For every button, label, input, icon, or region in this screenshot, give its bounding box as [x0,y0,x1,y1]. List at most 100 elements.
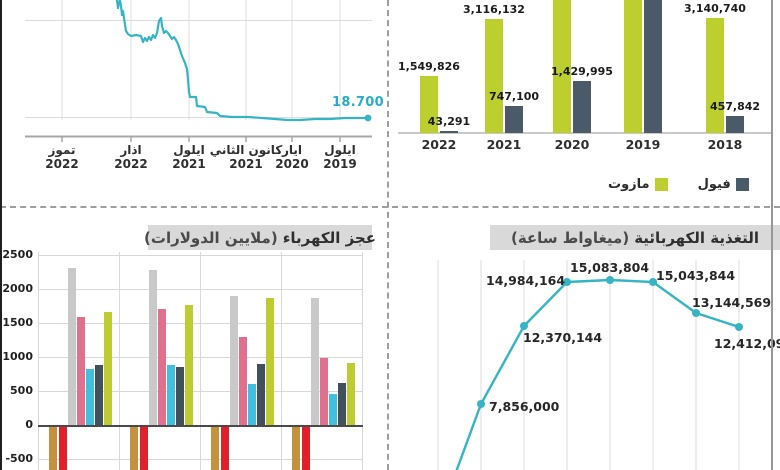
bar-negative-truncated [221,426,229,470]
bar-fuel [440,131,458,133]
bar [266,298,274,425]
fuel-imports-bar-chart: 2022 1,549,826 43,291 2021 3,116,132 747,100 2… [390,0,780,208]
bar-mazut [420,76,438,133]
chart-title: عجز الكهرباء (ملايين الدولارات) [144,225,376,250]
bar [86,369,94,425]
chart-title: التغذية الكهربائية (ميغاواط ساعة) [490,225,780,250]
title-sub: (ميغاواط ساعة) [510,228,630,247]
bar [311,298,319,425]
tick-month: كانون الثاني [209,143,283,157]
legend-swatch-mazut [654,178,668,191]
bar [167,365,175,425]
year-label: 2019 [625,137,661,152]
bar [149,270,157,425]
bar [176,367,184,425]
bar-negative-truncated [292,426,300,470]
tick-month: ايلول [324,143,356,157]
tick-month: ايلول [173,143,205,157]
tick-year: 2021 [229,156,263,171]
tick-year: 2022 [45,156,79,171]
horizontal-gridline [38,459,363,460]
horizontal-gridline [38,255,363,256]
bar-fuel [644,0,662,133]
bar-fuel [573,81,591,133]
bar [239,337,247,425]
bar-negative-truncated [302,426,310,470]
bar-mazut [485,19,503,133]
bar [230,296,238,425]
bar-value-label: 43,291 [427,115,471,128]
bar-mazut [706,18,724,133]
electricity-feed-chart: التغذية الكهربائية (ميغاواط ساعة) 7,856,… [390,210,780,470]
bar [338,383,346,425]
legend: مازوت فيول [608,177,749,192]
x-tick-jan-2021: كانون الثاني 2021 [204,143,288,171]
bar [185,305,193,425]
legend-swatch-fuel [735,178,749,191]
x-axis-line [398,132,772,134]
data-point-value-label: 15,043,844 [656,268,736,283]
year-label: 2018 [707,137,743,152]
bar-value-label: 3,116,132 [463,3,525,16]
data-point-value-label: 14,984,164 [486,273,566,288]
legend-label: مازوت [608,177,650,192]
vertical-gridline [200,252,201,470]
data-point-marker [520,322,528,330]
bar [248,384,256,425]
y-axis-tick-label: 2000 [2,282,33,295]
bar-mazut [553,0,571,133]
y-axis-tick-label: 1000 [2,350,33,363]
bar [347,363,355,425]
bar-value-label: 1,429,995 [551,65,613,78]
legend-label: فيول [697,177,731,192]
bar-value-label: 1,549,826 [398,60,460,73]
horizontal-gridline [38,357,363,358]
year-label: 2021 [486,137,522,152]
vertical-gridline [38,252,39,470]
vertical-dashed-divider [387,0,389,470]
x-tick-may-2020: ايار 2020 [250,143,334,171]
bar-negative-truncated [140,426,148,470]
x-tick-sep-2021: ايلول 2021 [147,143,231,171]
data-point-marker [692,309,700,317]
bar [257,364,265,425]
tick-year: 2020 [275,156,309,171]
tick-month: اذار [120,143,142,157]
horizontal-gridline [38,391,363,392]
bar-fuel [505,106,523,133]
data-point-marker [606,276,614,284]
line-end-value-label: 18.700 [332,95,384,110]
bar-negative-truncated [211,426,219,470]
bar [95,365,103,425]
title-main: عجز الكهرباء [282,228,376,247]
tick-year: 2022 [114,156,148,171]
x-tick-sep-2019: ايلول 2019 [298,143,382,171]
data-point-value-label: 12,370,144 [523,330,603,345]
title-sub: (ملايين الدولارات) [144,228,278,247]
bar-mazut [624,0,642,133]
x-tick-jul-2022: تموز 2022 [20,143,104,171]
data-point-value-label: 12,412,098 [714,336,780,351]
y-axis-tick-label: 1500 [2,316,33,329]
bar-value-label: 3,140,740 [684,2,746,15]
data-point-marker [735,323,743,331]
data-point-marker [563,278,571,286]
bar-fuel [726,116,744,133]
data-point-value-label: 7,856,000 [489,399,560,414]
tick-month: تموز [48,143,76,157]
year-label: 2022 [421,137,457,152]
zero-axis-line [38,425,363,427]
data-point-marker [649,278,657,286]
data-point-value-label: 13,144,569 [692,295,772,310]
horizontal-dashed-divider [0,206,780,208]
horizontal-gridline [38,323,363,324]
y-axis-tick-label: 2500 [2,248,33,261]
bar [320,358,328,425]
plot-area: 7,856,000 12,370,144 14,984,164 15,083,804 1… [390,210,780,470]
bar-value-label: 457,842 [709,100,761,113]
vertical-gridline [362,252,363,470]
legend-item-mazut: مازوت [608,177,668,192]
bar [158,309,166,425]
x-tick-mar-2022: اذار 2022 [89,143,173,171]
